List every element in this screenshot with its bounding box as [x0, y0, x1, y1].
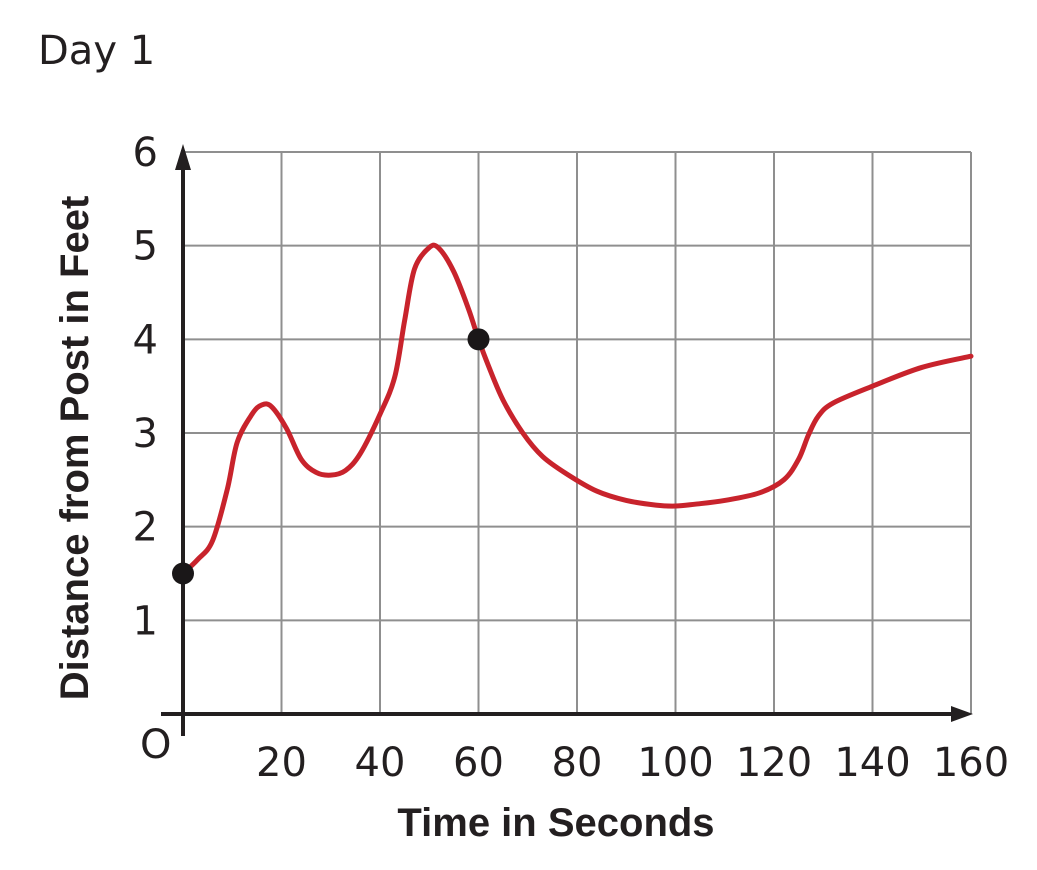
x-tick-label: 60 [453, 740, 504, 786]
y-tick-label: 5 [133, 224, 158, 270]
tick-labels: 20 40 60 80 100 120 140 160 1 2 3 4 5 6 [133, 130, 1010, 786]
grid [183, 151, 972, 714]
data-point [172, 562, 194, 585]
y-axis-title: Distance from Post in Feet [53, 196, 97, 701]
series-line [180, 242, 974, 576]
x-tick-label: 100 [637, 740, 713, 786]
y-tick-label: 2 [133, 505, 158, 551]
x-tick-label: 160 [933, 740, 1009, 786]
axes [161, 144, 973, 736]
x-tick-label: 20 [256, 740, 307, 786]
x-axis-arrow [951, 706, 973, 722]
chart-title: Day 1 [38, 28, 155, 74]
x-tick-label: 80 [552, 740, 603, 786]
y-tick-label: 6 [133, 130, 158, 176]
y-axis-arrow [175, 144, 191, 170]
points [172, 328, 490, 585]
x-tick-label: 120 [736, 740, 812, 786]
y-tick-label: 1 [133, 598, 158, 644]
x-tick-label: 140 [834, 740, 910, 786]
y-tick-label: 4 [133, 317, 158, 363]
y-tick-label: 3 [133, 411, 158, 457]
x-axis-title: Time in Seconds [397, 801, 714, 845]
data-point [467, 328, 490, 351]
x-tick-label: 40 [355, 740, 406, 786]
origin-label: O [140, 722, 171, 768]
series [180, 242, 974, 576]
